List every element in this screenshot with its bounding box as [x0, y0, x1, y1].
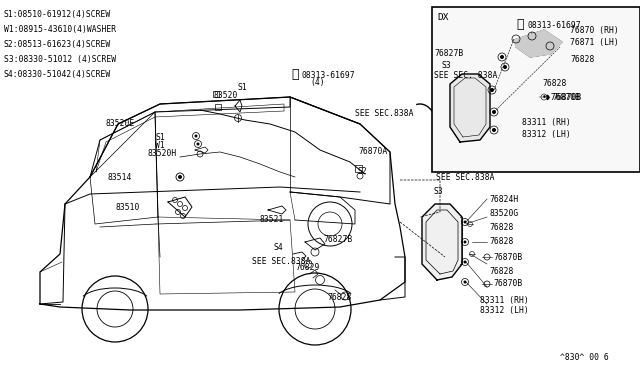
Text: 83514: 83514: [108, 173, 132, 183]
Text: 83311 (RH): 83311 (RH): [522, 118, 571, 126]
Text: 76871 (LH): 76871 (LH): [570, 38, 619, 46]
Text: W1: W1: [155, 141, 164, 151]
Circle shape: [463, 221, 467, 224]
Text: 83510: 83510: [115, 202, 140, 212]
Text: S1: S1: [238, 83, 248, 92]
Text: 08313-61697: 08313-61697: [528, 20, 582, 29]
Text: SEE SEC.838A: SEE SEC.838A: [355, 109, 413, 119]
Circle shape: [196, 142, 200, 145]
Polygon shape: [450, 74, 490, 142]
Text: 83312 (LH): 83312 (LH): [480, 305, 529, 314]
Bar: [432, 7, 640, 172]
Text: S1:08510-61912(4)SCREW: S1:08510-61912(4)SCREW: [4, 10, 111, 19]
Polygon shape: [514, 30, 562, 57]
Text: DX: DX: [437, 13, 449, 22]
Text: 76824H: 76824H: [489, 195, 518, 203]
Text: 76829: 76829: [295, 263, 319, 273]
Text: SEE SEC. 838A: SEE SEC. 838A: [434, 71, 497, 80]
Text: 76870B: 76870B: [493, 253, 522, 262]
Bar: [215, 104, 221, 110]
Text: 76870A: 76870A: [358, 148, 387, 157]
Text: 83311 (RH): 83311 (RH): [480, 295, 529, 305]
Text: W1:08915-43610(4)WASHER: W1:08915-43610(4)WASHER: [4, 25, 116, 34]
Text: (4): (4): [310, 78, 324, 87]
Text: 76828: 76828: [489, 267, 513, 276]
Text: Ⓢ: Ⓢ: [516, 19, 524, 32]
Text: 76828: 76828: [570, 55, 595, 64]
Text: S4: S4: [273, 243, 283, 251]
Circle shape: [178, 175, 182, 179]
Text: 76828: 76828: [489, 222, 513, 231]
Polygon shape: [422, 204, 462, 280]
Text: S4:08330-51042(4)SCREW: S4:08330-51042(4)SCREW: [4, 70, 111, 79]
Text: •❥76870B: •❥76870B: [542, 93, 581, 102]
Text: ^830^ 00 6: ^830^ 00 6: [560, 353, 609, 362]
Text: SEE SEC.838A: SEE SEC.838A: [436, 173, 495, 182]
Text: S2:08513-61623(4)SCREW: S2:08513-61623(4)SCREW: [4, 40, 111, 49]
Text: 83520G: 83520G: [489, 209, 518, 218]
Text: (4): (4): [528, 32, 543, 42]
Circle shape: [492, 128, 496, 132]
Text: 83520E: 83520E: [105, 119, 134, 128]
Text: 76870 (RH): 76870 (RH): [570, 26, 619, 35]
Circle shape: [503, 65, 507, 69]
Bar: [355, 165, 362, 172]
Text: 76827B: 76827B: [323, 235, 352, 244]
Circle shape: [463, 260, 467, 263]
Bar: [213, 91, 219, 97]
Text: SEE SEC.838A: SEE SEC.838A: [252, 257, 310, 266]
Text: 76828: 76828: [327, 292, 351, 301]
Text: 76870B: 76870B: [552, 93, 581, 102]
Text: 83520: 83520: [213, 92, 237, 100]
Text: Ⓢ: Ⓢ: [291, 68, 299, 81]
Text: S2: S2: [358, 167, 368, 176]
Text: S3: S3: [441, 61, 451, 70]
Circle shape: [195, 135, 198, 138]
Text: S3: S3: [433, 187, 443, 196]
Text: 76828: 76828: [542, 80, 566, 89]
Text: 76870B: 76870B: [493, 279, 522, 289]
Text: 08313-61697: 08313-61697: [302, 71, 356, 80]
Text: 83520H: 83520H: [148, 150, 177, 158]
Text: S1: S1: [155, 134, 164, 142]
Circle shape: [500, 55, 504, 59]
Text: 76827B: 76827B: [434, 49, 463, 58]
Circle shape: [463, 280, 467, 283]
Text: 83521: 83521: [260, 215, 284, 224]
Text: S3:08330-51012 (4)SCREW: S3:08330-51012 (4)SCREW: [4, 55, 116, 64]
Text: 76828: 76828: [489, 237, 513, 247]
Circle shape: [492, 110, 496, 114]
Circle shape: [490, 88, 494, 92]
Circle shape: [463, 241, 467, 244]
Text: 83312 (LH): 83312 (LH): [522, 129, 571, 138]
